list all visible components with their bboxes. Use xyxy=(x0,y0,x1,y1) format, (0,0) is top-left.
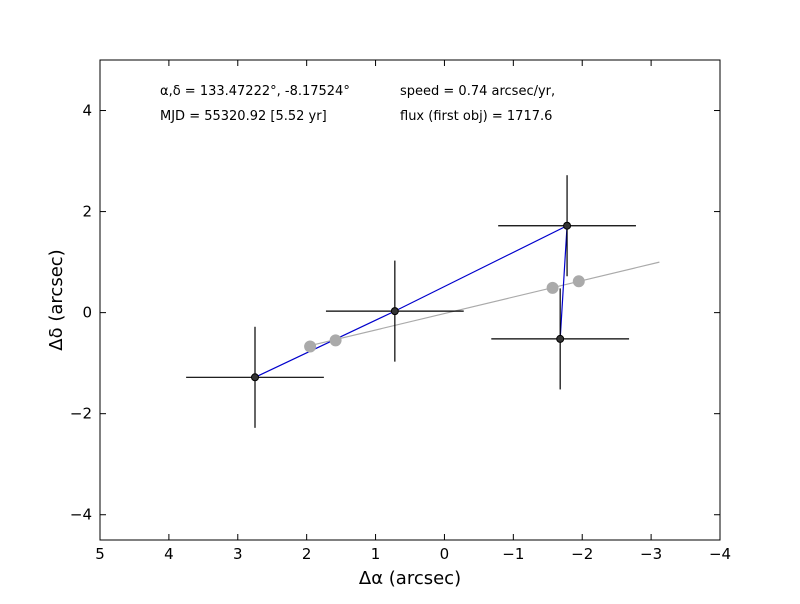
annotation-flux: flux (first obj) = 1717.6 xyxy=(400,109,552,124)
y-tick-label: 4 xyxy=(82,102,92,120)
x-tick-label: −3 xyxy=(640,545,662,563)
model-line xyxy=(308,261,660,347)
plot-frame xyxy=(99,59,721,541)
y-axis-label: Δδ (arcsec) xyxy=(46,249,67,350)
observed-point-3 xyxy=(563,221,572,230)
annotation-coords: α,δ = 133.47222°, -8.17524° xyxy=(160,84,350,99)
model-point-3 xyxy=(546,281,559,294)
y-tick-label: 2 xyxy=(82,203,92,221)
model-point-4 xyxy=(572,275,585,288)
x-tick-label: −4 xyxy=(709,545,731,563)
observed-point-1 xyxy=(251,373,259,382)
annotation-mjd: MJD = 55320.92 [5.52 yr] xyxy=(160,109,327,124)
y-tick-label: −2 xyxy=(70,405,92,423)
tick-layer: 5 4 3 2 1 0 −1 −2 −3 −4 −4 −2 0 2 4 xyxy=(70,60,731,563)
observed-line xyxy=(254,224,568,378)
x-tick-label: −1 xyxy=(502,545,524,563)
annotation-speed: speed = 0.74 arcsec/yr, xyxy=(400,84,555,99)
x-tick-label: 0 xyxy=(440,545,450,563)
x-tick-label: 1 xyxy=(371,545,381,563)
observed-point-2 xyxy=(390,307,399,316)
observed-point-4 xyxy=(556,334,565,343)
model-point-1 xyxy=(304,340,317,353)
x-axis-label: Δα (arcsec) xyxy=(359,568,461,589)
x-tick-label: 5 xyxy=(95,545,105,563)
x-tick-label: 4 xyxy=(164,545,174,563)
y-tick-label: 0 xyxy=(82,304,92,322)
x-tick-label: −2 xyxy=(571,545,593,563)
y-tick-label: −4 xyxy=(70,506,92,524)
model-point-2 xyxy=(329,334,342,347)
x-tick-label: 3 xyxy=(233,545,243,563)
x-tick-label: 2 xyxy=(302,545,312,563)
data-layer xyxy=(186,175,660,428)
